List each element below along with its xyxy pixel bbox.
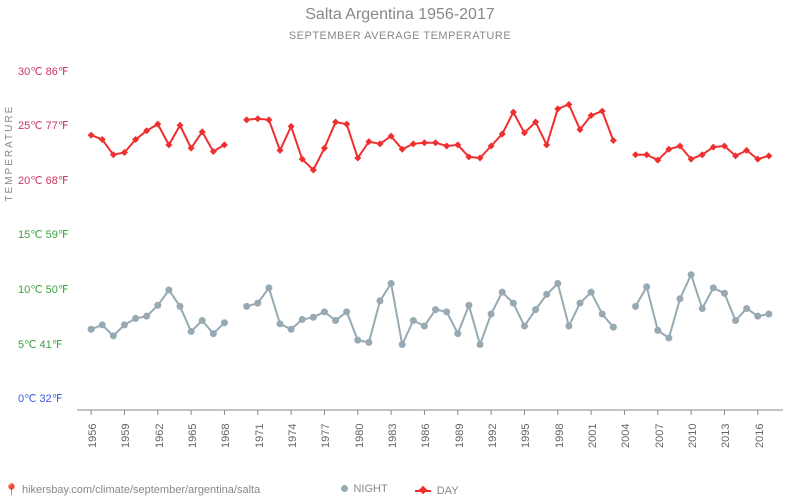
x-tick-label: 1998 <box>554 424 566 448</box>
source-url: hikersbay.com/climate/september/argentin… <box>22 484 260 496</box>
y-tick-label: 10℃ 50℉ <box>18 283 68 296</box>
legend-day-label: DAY <box>437 485 459 497</box>
y-tick-label: 5℃ 41℉ <box>18 338 62 351</box>
y-tick-label: 15℃ 59℉ <box>18 228 68 241</box>
x-tick-label: 1992 <box>487 424 499 448</box>
x-tick-label: 1983 <box>387 424 399 448</box>
x-tick-label: 1995 <box>520 424 532 448</box>
x-tick-label: 2013 <box>720 424 732 448</box>
x-tick-label: 1974 <box>287 424 299 448</box>
x-tick-label: 1977 <box>320 424 332 448</box>
y-tick-label: 30℃ 86℉ <box>18 65 68 78</box>
circle-icon <box>341 485 348 492</box>
source-footer: 📍 hikersbay.com/climate/september/argent… <box>4 483 260 497</box>
x-tick-label: 1971 <box>254 424 266 448</box>
x-tick-label: 2001 <box>587 424 599 448</box>
map-pin-icon: 📍 <box>4 483 19 497</box>
y-tick-label: 20℃ 68℉ <box>18 174 68 187</box>
x-tick-label: 2004 <box>620 424 632 448</box>
x-tick-label: 1965 <box>187 424 199 448</box>
x-tick-label: 1989 <box>454 424 466 448</box>
y-tick-label: 25℃ 77℉ <box>18 119 68 132</box>
x-tick-label: 1986 <box>420 424 432 448</box>
x-tick-label: 1962 <box>154 424 166 448</box>
diamond-icon <box>415 490 431 492</box>
y-tick-label: 0℃ 32℉ <box>18 392 62 405</box>
x-tick-label: 1980 <box>354 424 366 448</box>
x-tick-label: 1968 <box>220 424 232 448</box>
legend-night: NIGHT <box>341 483 387 495</box>
x-tick-label: 2010 <box>687 424 699 448</box>
climate-chart: Salta Argentina 1956-2017 SEPTEMBER AVER… <box>0 0 800 500</box>
x-tick-label: 1956 <box>87 424 99 448</box>
legend-day: DAY <box>415 485 459 497</box>
x-tick-label: 1959 <box>120 424 132 448</box>
legend-night-label: NIGHT <box>353 483 387 495</box>
x-tick-label: 2007 <box>654 424 666 448</box>
x-tick-label: 2016 <box>754 424 766 448</box>
